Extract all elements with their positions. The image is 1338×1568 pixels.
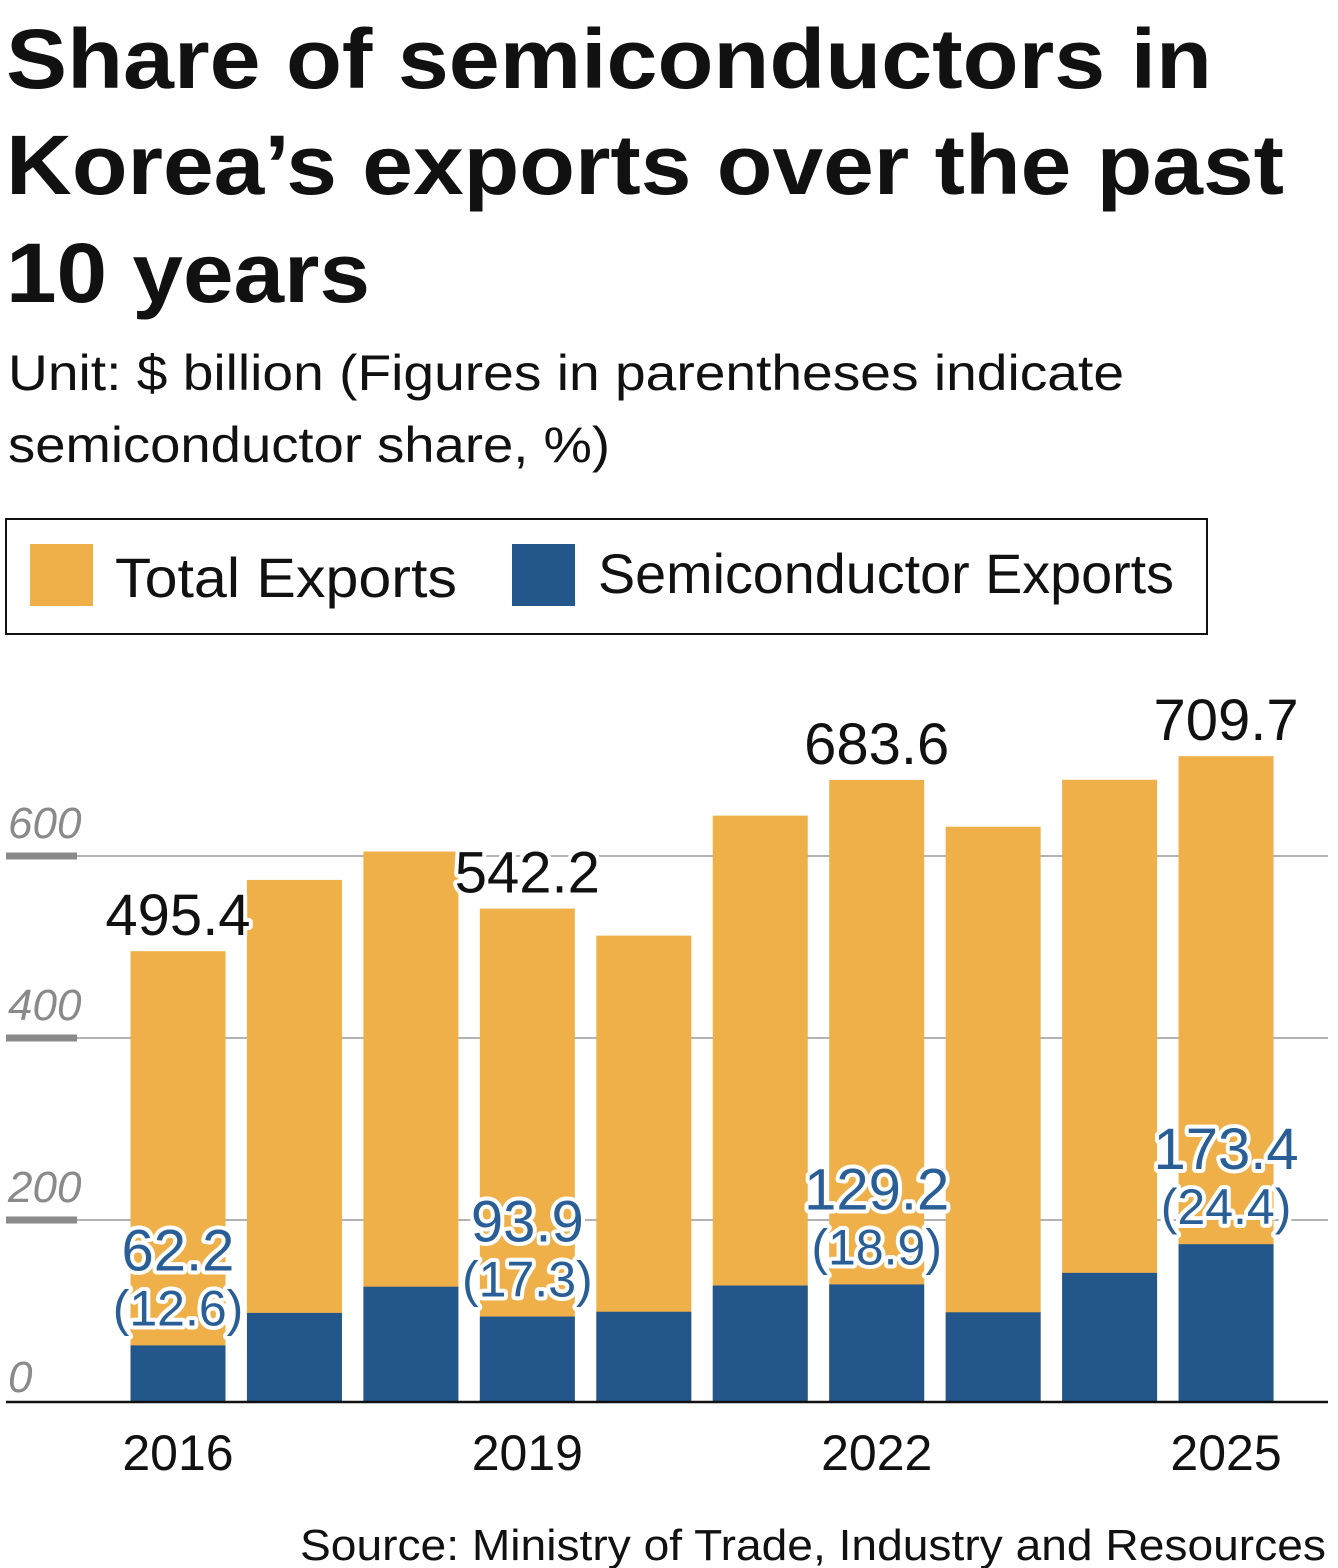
chart-title-line-2: Korea’s exports over the past	[6, 118, 1284, 212]
semiconductor-share-label: (17.3)	[462, 1252, 593, 1308]
total-value-label: 495.4	[105, 883, 250, 948]
total-value-label: 542.2	[455, 841, 600, 906]
y-tick-label: 0	[8, 1353, 33, 1402]
bar-semiconductor-exports-2022	[829, 1284, 925, 1402]
semiconductor-value-label: 62.2	[122, 1218, 235, 1283]
legend-label-semiconductor: Semiconductor Exports	[598, 542, 1174, 605]
semiconductor-value-label: 93.9	[471, 1190, 584, 1255]
chart-title-line-1: Share of semiconductors in	[6, 12, 1212, 106]
semiconductor-value-label: 129.2	[804, 1157, 949, 1222]
bar-semiconductor-exports-2025	[1178, 1244, 1274, 1402]
bar-semiconductor-exports-2020	[596, 1311, 692, 1402]
semiconductor-share-label: (24.4)	[1161, 1179, 1292, 1235]
bar-semiconductor-exports-2023	[945, 1312, 1041, 1402]
legend-swatch-semiconductor	[512, 544, 575, 606]
subtitle-line-1: Unit: $ billion (Figures in parentheses …	[8, 345, 1124, 401]
total-value-label: 709.7	[1153, 688, 1298, 753]
bar-total-exports-2016	[130, 951, 226, 1402]
chart-title-line-3: 10 years	[6, 226, 370, 320]
bar-total-exports-2023	[945, 826, 1041, 1402]
x-tick-label: 2025	[1170, 1425, 1281, 1481]
y-tick-label: 600	[8, 799, 82, 848]
legend-swatch-total	[30, 544, 93, 606]
bar-semiconductor-exports-2017	[246, 1312, 342, 1402]
y-tick-label: 200	[7, 1163, 82, 1212]
y-tick-label: 400	[8, 981, 82, 1030]
semiconductor-value-label: 173.4	[1153, 1117, 1298, 1182]
x-tick-label: 2019	[472, 1425, 583, 1481]
x-tick-label: 2016	[122, 1425, 233, 1481]
data-labels: 495.4 62.2(12.6) 542.2 93.9(17.3) 683.6 129.2…	[101, 684, 1302, 1340]
source-note: Source: Ministry of Trade, Industry and …	[300, 1521, 1326, 1568]
x-tick-label: 2022	[821, 1425, 932, 1481]
bar-semiconductor-exports-2021	[712, 1285, 808, 1402]
legend: Total Exports Semiconductor Exports	[5, 518, 1208, 635]
subtitle-line-2: semiconductor share, %)	[8, 417, 610, 473]
legend-label-total: Total Exports	[115, 546, 457, 609]
bar-semiconductor-exports-2018	[363, 1286, 459, 1402]
x-axis-ticks: 2016 2019 2022 2025	[122, 1425, 1281, 1481]
bar-semiconductor-exports-2016	[130, 1345, 226, 1402]
semiconductor-share-label: (18.9)	[811, 1219, 942, 1275]
total-value-label: 683.6	[804, 712, 949, 777]
bar-semiconductor-exports-2024	[1062, 1272, 1158, 1402]
legend-box	[5, 518, 1208, 635]
bars	[130, 756, 1274, 1402]
semiconductor-share-label: (12.6)	[113, 1280, 244, 1336]
bar-semiconductor-exports-2019	[479, 1316, 575, 1402]
